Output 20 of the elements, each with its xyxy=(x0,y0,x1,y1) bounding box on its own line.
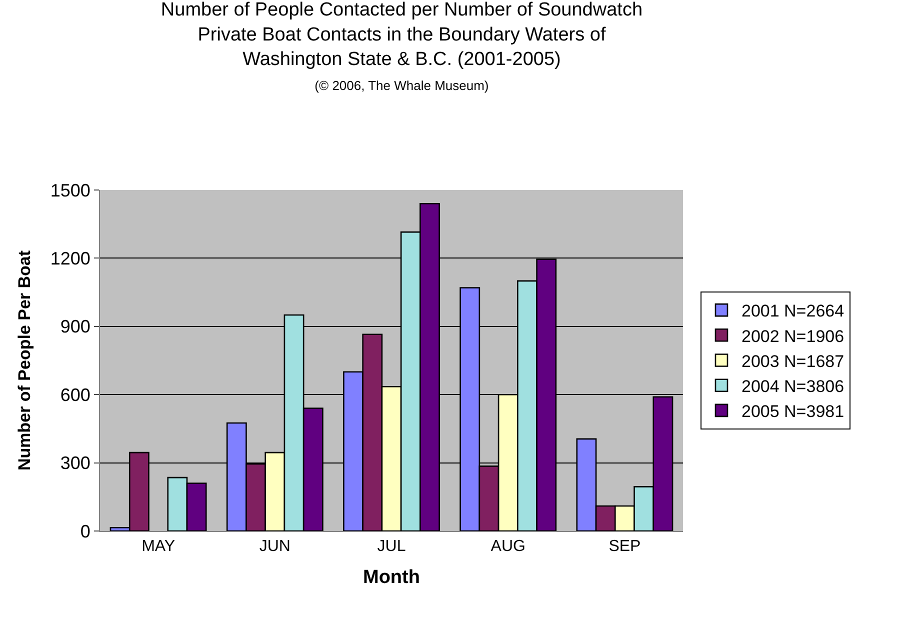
x-tick-label: AUG xyxy=(490,538,526,556)
x-tick-label: JUL xyxy=(377,538,406,556)
y-tick-label: 300 xyxy=(60,453,90,474)
x-tick-label: MAY xyxy=(142,538,176,556)
y-tick-label: 600 xyxy=(60,384,90,405)
x-tick-label: SEP xyxy=(608,538,641,556)
x-axis-title: Month xyxy=(363,567,420,588)
y-tick-label: 0 xyxy=(80,521,90,542)
legend-label: 2002 N=1906 xyxy=(741,326,844,346)
y-tick-label: 1200 xyxy=(50,248,90,268)
legend-label: 2003 N=1687 xyxy=(741,352,844,371)
legend-label: 2004 N=3806 xyxy=(741,376,844,396)
legend-label: 2001 N=2664 xyxy=(741,302,844,321)
x-tick-label: JUN xyxy=(259,538,290,556)
y-tick-label: 1500 xyxy=(50,180,90,200)
chart-subtitle: (© 2006, The Whale Museum) xyxy=(314,78,489,93)
chart-title: Number of People Contacted per Number of Soundwatch Private Boat Contacts in the Boundary Waters of Washington State & B.C. (2001-2005) xyxy=(160,0,643,70)
legend-label: 2005 N=3981 xyxy=(741,402,844,422)
y-tick-label: 900 xyxy=(60,316,90,337)
y-axis-title: Number of People Per Boat xyxy=(14,250,34,471)
